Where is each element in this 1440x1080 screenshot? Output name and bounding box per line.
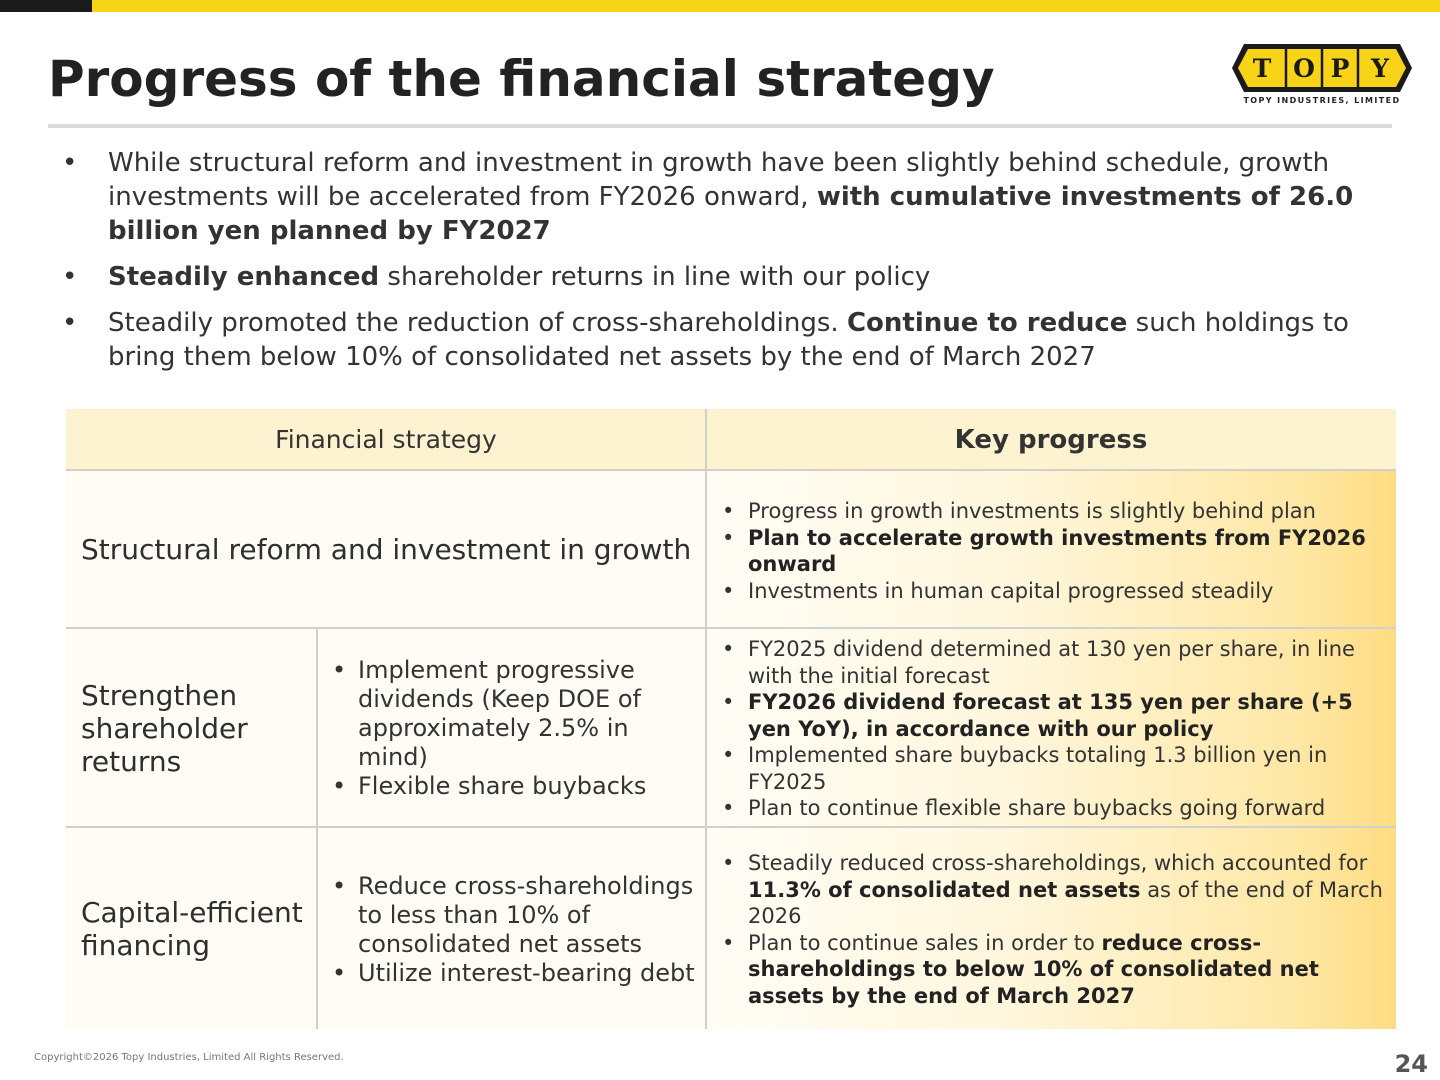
progress-list-capital-efficient-financing: • Steadily reduced cross-shareholdings, w…	[722, 850, 1390, 1009]
bullet-icon: •	[332, 872, 347, 900]
list-item: • FY2026 dividend forecast at 135 yen per…	[722, 690, 1353, 741]
list-item: • Implemented share buybacks totaling 1.3…	[722, 743, 1328, 794]
header-financial-strategy: Financial strategy	[66, 409, 706, 470]
bullet-icon: •	[722, 525, 735, 550]
list-item: • Plan to continue flexible share buyback…	[722, 796, 1326, 820]
bullet-icon: •	[62, 148, 78, 178]
list-item: • Reduce cross-shareholdings to less than…	[332, 872, 694, 958]
bullet-icon: •	[722, 743, 735, 767]
topy-logo: T O P Y	[1230, 40, 1414, 108]
table-left-background	[66, 471, 706, 1029]
column-divider	[316, 628, 318, 1029]
list-item: • Plan to accelerate growth investments f…	[722, 525, 1366, 577]
list-item: • Flexible share buybacks	[332, 772, 647, 800]
list-item: • Utilize interest-bearing debt	[332, 959, 695, 987]
list-item: • Implement progressive dividends (Keep D…	[332, 656, 641, 771]
bullet-icon: •	[62, 262, 78, 292]
row-divider	[66, 826, 1396, 828]
top-accent-bar-yellow	[92, 0, 1440, 12]
logo-letter: Y	[1370, 54, 1390, 83]
bullet-icon: •	[332, 656, 347, 684]
bullet-icon: •	[62, 308, 78, 338]
list-item: • FY2025 dividend determined at 130 yen p…	[722, 637, 1355, 688]
header-divider	[66, 469, 1396, 471]
page-number: 24	[1394, 1050, 1428, 1078]
progress-list-shareholder-returns: • FY2025 dividend determined at 130 yen p…	[722, 636, 1386, 822]
list-item: • Investments in human capital progressed…	[722, 578, 1274, 603]
bullet-icon: •	[722, 851, 735, 875]
header-key-progress: Key progress	[706, 409, 1396, 470]
row-title-structural-reform: Structural reform and investment in grow…	[81, 533, 692, 566]
summary-bullet: • Steadily promoted the reduction of cro…	[62, 308, 1349, 372]
row-title-shareholder-returns: Strengthen shareholder returns	[81, 679, 248, 778]
bullet-icon: •	[722, 690, 735, 714]
strategy-table: Financial strategy Key progress Structur…	[66, 409, 1396, 1029]
summary-bullet: • While structural reform and investment…	[62, 148, 1354, 246]
logo-letter: P	[1331, 54, 1350, 83]
bullet-icon: •	[722, 930, 735, 955]
summary-bullets: • While structural reform and investment…	[62, 146, 1392, 386]
summary-bullet: • Steadily enhanced shareholder returns …	[62, 262, 931, 292]
bullet-icon: •	[722, 637, 735, 661]
policy-list-shareholder-returns: • Implement progressive dividends (Keep D…	[332, 656, 702, 801]
logo-letter: T	[1253, 54, 1272, 83]
bullet-icon: •	[722, 796, 735, 820]
row-title-capital-efficient-financing: Capital-efficient financing	[81, 896, 303, 962]
page-title: Progress of the financial strategy	[48, 50, 995, 108]
top-accent-bar-dark	[0, 0, 92, 12]
list-item: • Plan to continue sales in order to redu…	[722, 930, 1319, 1008]
column-divider	[705, 409, 707, 1029]
table-right-background	[706, 471, 1396, 1029]
title-divider	[48, 124, 1392, 128]
list-item: • Progress in growth investments is sligh…	[722, 499, 1316, 523]
bullet-icon: •	[722, 578, 735, 603]
list-item: • Steadily reduced cross-shareholdings, w…	[722, 851, 1383, 928]
progress-list-structural-reform: • Progress in growth investments is sligh…	[722, 498, 1382, 604]
logo-caption: TOPY INDUSTRIES, LIMITED	[1243, 96, 1401, 105]
bullet-icon: •	[722, 499, 735, 523]
bullet-icon: •	[332, 772, 347, 800]
row-divider	[66, 627, 1396, 629]
policy-list-capital-efficient-financing: • Reduce cross-shareholdings to less than…	[332, 872, 702, 988]
bullet-icon: •	[332, 959, 347, 987]
copyright-text: Copyright©2026 Topy Industries, Limited …	[34, 1052, 344, 1063]
logo-letter: O	[1293, 54, 1315, 83]
